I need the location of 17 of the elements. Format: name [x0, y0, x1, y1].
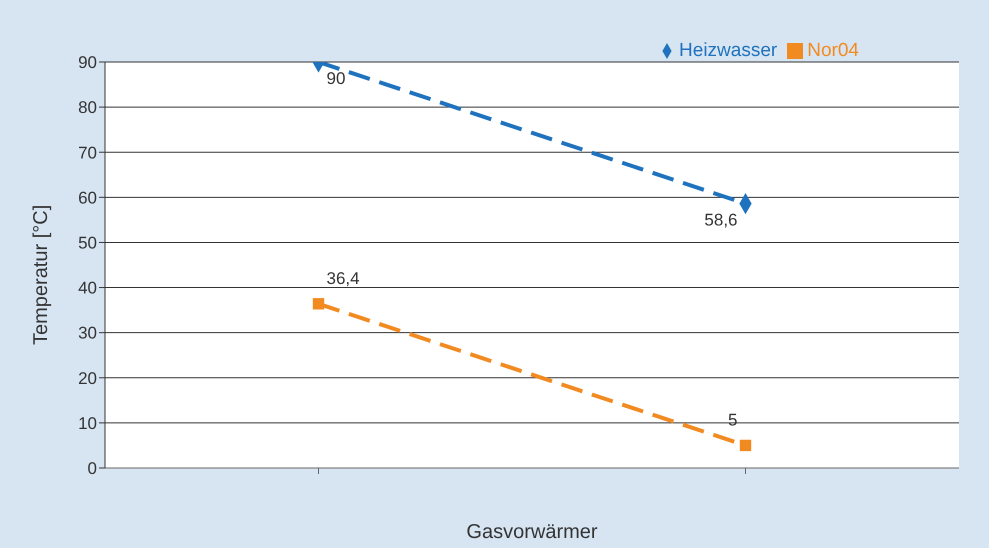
legend-label: Nor04	[807, 40, 859, 61]
data-label: 36,4	[326, 268, 360, 288]
data-label: 58,6	[704, 210, 738, 230]
y-tick-label: 30	[78, 324, 97, 343]
y-axis-title: Temperatur [°C]	[30, 204, 52, 345]
y-tick-label: 80	[78, 98, 97, 118]
x-axis-title: Gasvorwärmer	[466, 521, 598, 543]
y-tick-label: 20	[78, 368, 97, 388]
data-label: 90	[326, 69, 346, 88]
legend-label: Heizwasser	[679, 40, 778, 61]
y-tick-label: 40	[78, 278, 97, 298]
y-tick-label: 10	[78, 414, 97, 433]
y-tick-label: 0	[88, 459, 97, 478]
y-tick-label: 90	[78, 53, 97, 72]
y-tick-label: 50	[78, 233, 97, 252]
y-tick-label: 60	[78, 188, 97, 208]
y-tick-label: 70	[78, 143, 97, 162]
